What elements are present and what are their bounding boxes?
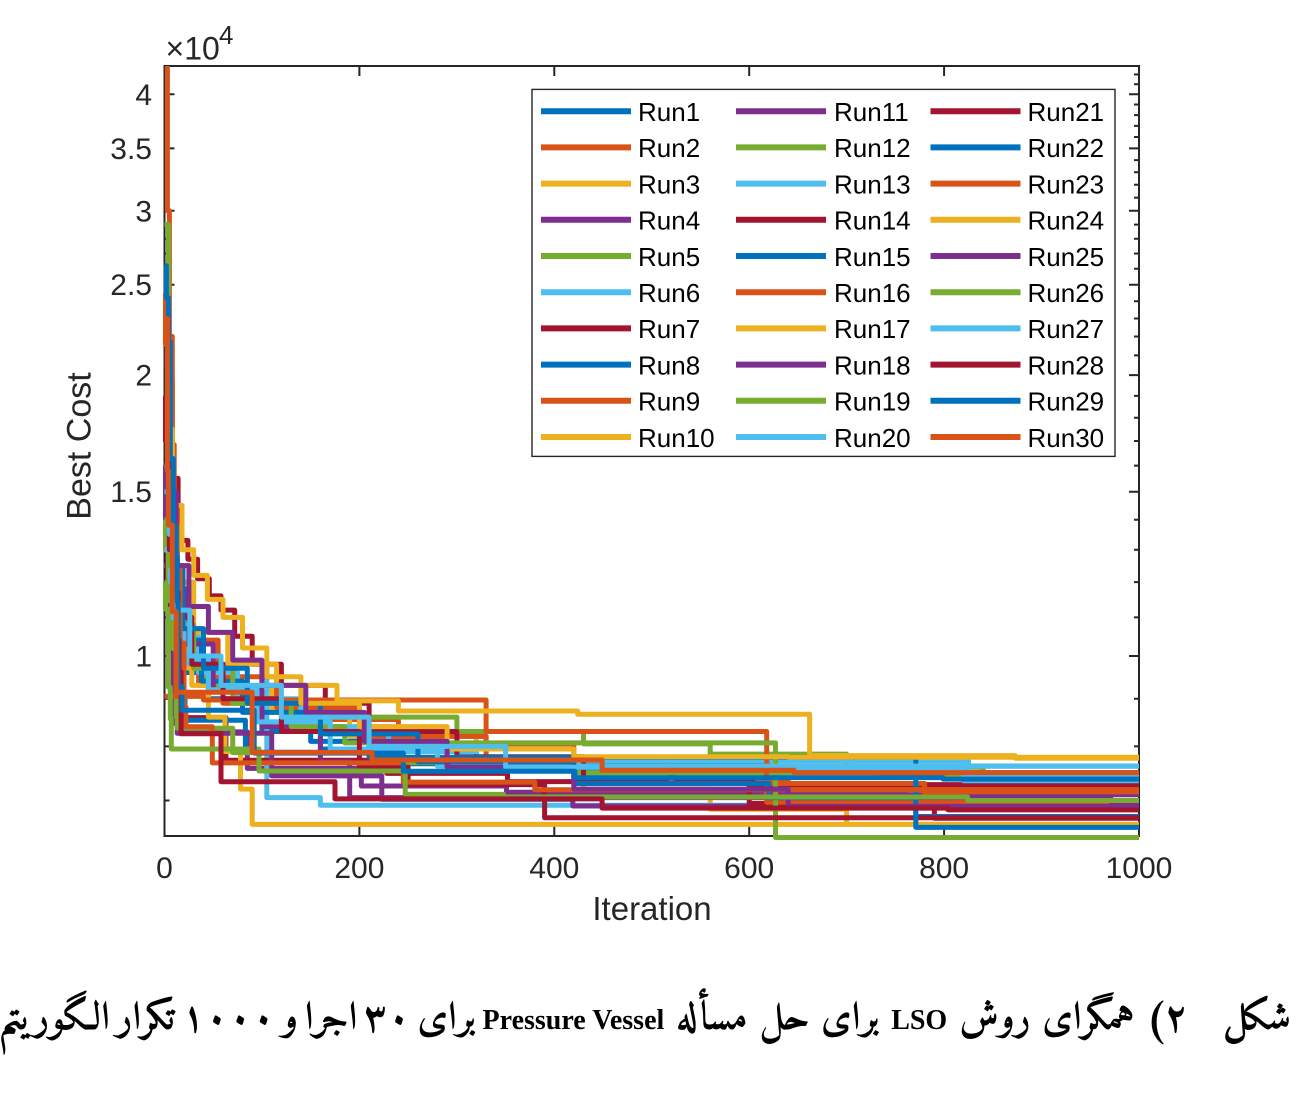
svg-text:Run14: Run14 [834,206,911,236]
svg-text:2.5: 2.5 [110,269,152,302]
svg-text:Run1: Run1 [638,97,700,127]
svg-text:Run8: Run8 [638,350,700,380]
svg-text:1000: 1000 [1106,852,1173,885]
svg-text:1.5: 1.5 [110,476,152,509]
svg-text:Run28: Run28 [1028,350,1105,380]
svg-text:3.5: 3.5 [110,133,152,166]
svg-text:Run10: Run10 [638,423,715,453]
svg-text:Best Cost: Best Cost [61,372,99,520]
svg-text:Run23: Run23 [1028,169,1105,199]
svg-text:Run2: Run2 [638,133,700,163]
svg-text:Run29: Run29 [1028,387,1105,417]
svg-text:Run5: Run5 [638,242,700,272]
svg-text:Run11: Run11 [834,97,909,127]
svg-text:0: 0 [156,852,173,885]
svg-text:Run4: Run4 [638,206,700,236]
svg-text:800: 800 [919,852,969,885]
svg-text:Run17: Run17 [834,314,911,344]
svg-text:Run25: Run25 [1028,242,1105,272]
svg-text:200: 200 [334,852,384,885]
svg-text:Run20: Run20 [834,423,911,453]
svg-text:Run13: Run13 [834,169,911,199]
svg-text:2: 2 [135,360,152,393]
svg-text:3: 3 [135,195,152,228]
svg-text:600: 600 [724,852,774,885]
svg-text:Run7: Run7 [638,314,700,344]
svg-text:Run21: Run21 [1028,97,1105,127]
svg-text:Run9: Run9 [638,387,700,417]
svg-text:Run3: Run3 [638,169,700,199]
svg-text:4: 4 [135,79,152,112]
svg-text:Iteration: Iteration [592,890,711,927]
svg-text:Run19: Run19 [834,387,911,417]
svg-text:1: 1 [135,641,152,674]
svg-text:Run15: Run15 [834,242,911,272]
svg-text:Run12: Run12 [834,133,911,163]
svg-text:4: 4 [219,20,233,50]
svg-text:Run6: Run6 [638,278,700,308]
svg-text:Run24: Run24 [1028,206,1105,236]
svg-text:×10: ×10 [166,31,220,67]
svg-text:400: 400 [529,852,579,885]
svg-text:Run30: Run30 [1028,423,1105,453]
svg-text:Run26: Run26 [1028,278,1105,308]
svg-text:Run27: Run27 [1028,314,1105,344]
svg-text:Run18: Run18 [834,350,911,380]
svg-text:Run22: Run22 [1028,133,1105,163]
svg-text:Run16: Run16 [834,278,911,308]
